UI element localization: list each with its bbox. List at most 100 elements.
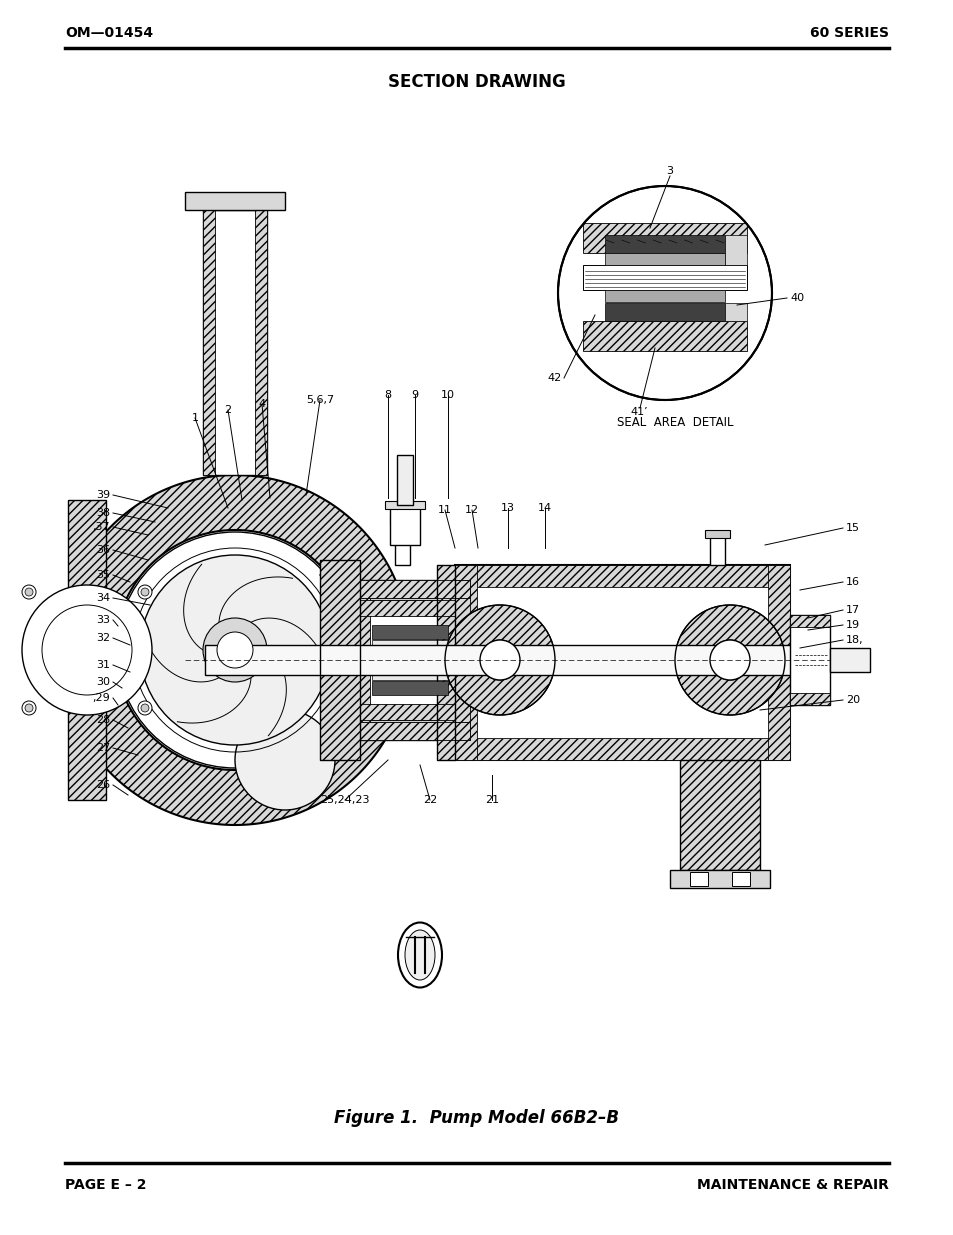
Text: 16: 16: [845, 577, 859, 587]
Bar: [350, 580, 470, 598]
Bar: [350, 722, 470, 740]
Bar: [789, 693, 829, 705]
Bar: [455, 564, 789, 760]
Bar: [203, 210, 214, 475]
Text: 10: 10: [440, 390, 455, 400]
Bar: [689, 872, 707, 885]
Text: 4: 4: [258, 399, 265, 409]
Circle shape: [138, 701, 152, 715]
Bar: [68, 500, 106, 800]
Text: 33: 33: [96, 615, 110, 625]
Bar: [395, 520, 410, 564]
Bar: [372, 680, 448, 695]
Bar: [390, 505, 419, 545]
Ellipse shape: [405, 930, 435, 981]
Bar: [203, 210, 267, 475]
Bar: [455, 564, 789, 587]
Bar: [359, 600, 455, 720]
Bar: [789, 615, 829, 705]
Bar: [709, 535, 724, 564]
Text: Figure 1.  Pump Model 66B2–B: Figure 1. Pump Model 66B2–B: [335, 1109, 618, 1128]
Circle shape: [25, 704, 33, 713]
Text: 27: 27: [95, 743, 110, 753]
Circle shape: [709, 640, 749, 680]
Bar: [436, 564, 455, 760]
Bar: [731, 872, 749, 885]
Text: 17: 17: [845, 605, 860, 615]
Text: 3: 3: [666, 165, 673, 177]
Bar: [254, 210, 267, 475]
Bar: [319, 559, 359, 760]
Text: 41’: 41’: [629, 408, 647, 417]
Bar: [789, 615, 829, 627]
Text: ,37: ,37: [92, 522, 110, 532]
Text: SECTION DRAWING: SECTION DRAWING: [388, 73, 565, 91]
Circle shape: [140, 555, 330, 745]
Polygon shape: [60, 475, 410, 825]
Text: 38: 38: [95, 508, 110, 517]
Text: ,29: ,29: [92, 693, 110, 703]
Text: 28: 28: [95, 715, 110, 725]
Circle shape: [25, 588, 33, 597]
Text: 30: 30: [96, 677, 110, 687]
Bar: [185, 191, 285, 210]
Bar: [679, 760, 760, 869]
Bar: [390, 515, 415, 525]
Bar: [436, 564, 455, 760]
Circle shape: [141, 704, 149, 713]
Bar: [350, 580, 470, 598]
Text: 35: 35: [96, 571, 110, 580]
Bar: [582, 266, 746, 290]
Bar: [679, 760, 760, 869]
Bar: [604, 253, 724, 266]
Bar: [396, 454, 413, 505]
Text: 11: 11: [437, 505, 452, 515]
Text: 40: 40: [789, 293, 803, 303]
Circle shape: [117, 532, 353, 768]
Bar: [604, 303, 724, 321]
Text: SEAL  AREA  DETAIL: SEAL AREA DETAIL: [616, 415, 733, 429]
Bar: [350, 722, 470, 740]
Text: 8: 8: [384, 390, 391, 400]
Bar: [350, 580, 470, 740]
Text: 5,6,7: 5,6,7: [306, 395, 334, 405]
Ellipse shape: [397, 923, 441, 988]
Bar: [68, 500, 106, 800]
Text: 60 SERIES: 60 SERIES: [809, 26, 888, 40]
Text: 18,: 18,: [845, 635, 862, 645]
Text: MAINTENANCE & REPAIR: MAINTENANCE & REPAIR: [697, 1178, 888, 1192]
Text: 39: 39: [95, 490, 110, 500]
Circle shape: [558, 186, 771, 400]
Text: 21: 21: [484, 795, 498, 805]
Text: PAGE E – 2: PAGE E – 2: [65, 1178, 147, 1192]
Bar: [582, 321, 746, 351]
Text: 20: 20: [845, 695, 860, 705]
Text: 15: 15: [845, 522, 859, 534]
Text: 42: 42: [547, 373, 561, 383]
Text: 34: 34: [95, 593, 110, 603]
Circle shape: [22, 701, 36, 715]
Polygon shape: [675, 605, 784, 715]
Bar: [829, 648, 869, 672]
Text: 12: 12: [464, 505, 478, 515]
Circle shape: [138, 585, 152, 599]
Bar: [385, 501, 424, 509]
Circle shape: [216, 632, 253, 668]
Bar: [724, 235, 746, 266]
Text: 13: 13: [500, 503, 515, 513]
Text: 19: 19: [845, 620, 860, 630]
Circle shape: [203, 618, 267, 682]
Text: 31: 31: [96, 659, 110, 671]
Text: OM—01454: OM—01454: [65, 26, 153, 40]
Bar: [476, 587, 767, 739]
Bar: [205, 645, 820, 676]
Circle shape: [22, 585, 152, 715]
Text: 1: 1: [192, 412, 198, 424]
Bar: [455, 739, 789, 760]
Bar: [372, 640, 448, 680]
Bar: [724, 303, 746, 321]
Bar: [604, 235, 724, 253]
Bar: [582, 224, 746, 253]
Bar: [359, 704, 455, 720]
Text: 22: 22: [422, 795, 436, 805]
